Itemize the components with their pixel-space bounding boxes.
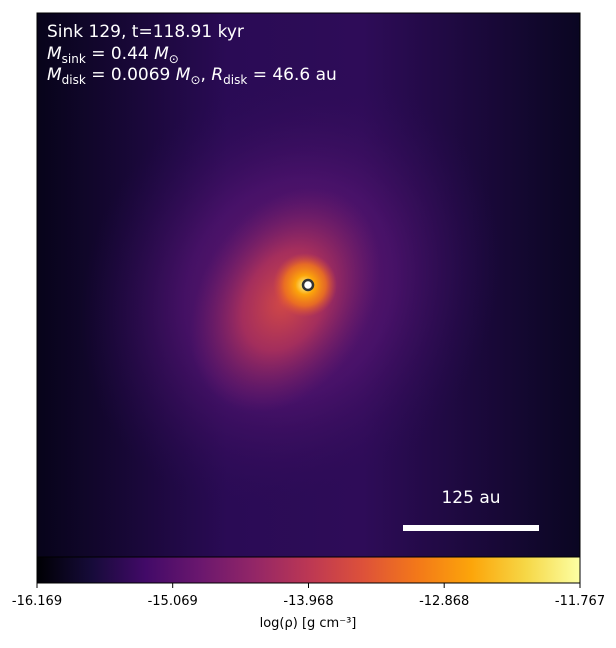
density-map	[36, 12, 581, 558]
colorbar-tick-label: -11.767	[555, 594, 605, 609]
scale-bar-label: 125 au	[441, 488, 500, 508]
colorbar-tick-label: -13.968	[283, 594, 333, 609]
annotation-line: Msink = 0.44 M⊙	[47, 44, 179, 66]
annotation-line: Mdisk = 0.0069 M⊙, Rdisk = 46.6 au	[47, 65, 337, 87]
colorbar-label: log(ρ) [g cm⁻³]	[260, 616, 357, 631]
colorbar	[36, 556, 581, 584]
colorbar-tick-label: -15.069	[148, 594, 198, 609]
colorbar-tick-label: -12.868	[419, 594, 469, 609]
annotation-line: Sink 129, t=118.91 kyr	[47, 22, 244, 42]
sink-marker	[301, 278, 315, 292]
colorbar-tick-label: -16.169	[12, 594, 62, 609]
